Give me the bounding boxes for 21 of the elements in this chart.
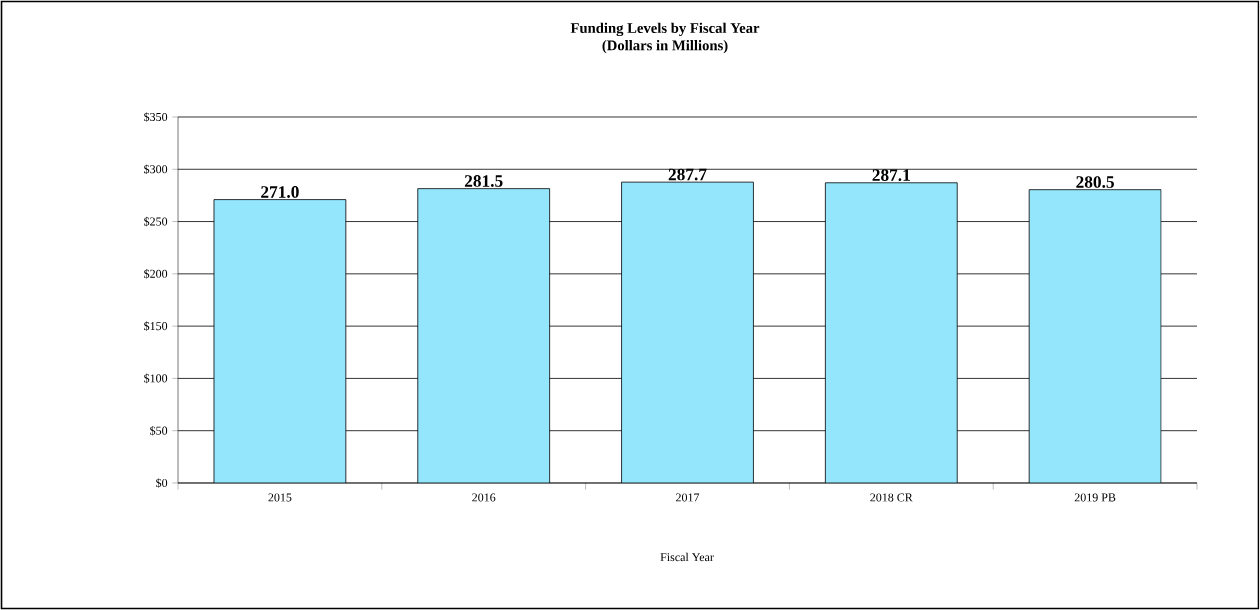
y-tick-label: $150 [144, 321, 168, 331]
y-tick-label: $100 [144, 373, 168, 384]
data-label: 280.5 [1076, 176, 1114, 188]
x-tick-label: 2019 PB [1074, 493, 1116, 502]
y-tick-label: $350 [144, 112, 168, 122]
x-tick-label: 2017 [676, 493, 700, 502]
data-label: 281.5 [464, 175, 503, 187]
data-label: 271.0 [261, 186, 299, 198]
x-tick-label: 2016 [472, 493, 496, 502]
data-label: 287.1 [872, 169, 910, 182]
chart-subtitle: (Dollars in Millions) [602, 40, 728, 54]
x-tick-label: 2018 CR [870, 493, 913, 502]
chart-title: Funding Levels by Fiscal Year [570, 22, 760, 37]
y-tick-label: $300 [144, 164, 168, 175]
y-tick-label: $50 [150, 425, 168, 436]
y-tick-label: $0 [156, 478, 168, 488]
y-tick-label: $250 [144, 216, 168, 227]
y-tick-label: $200 [144, 269, 168, 279]
x-tick-label: 2015 [268, 493, 292, 502]
x-axis-title: Fiscal Year [660, 552, 714, 562]
data-label: 287.7 [668, 168, 707, 181]
